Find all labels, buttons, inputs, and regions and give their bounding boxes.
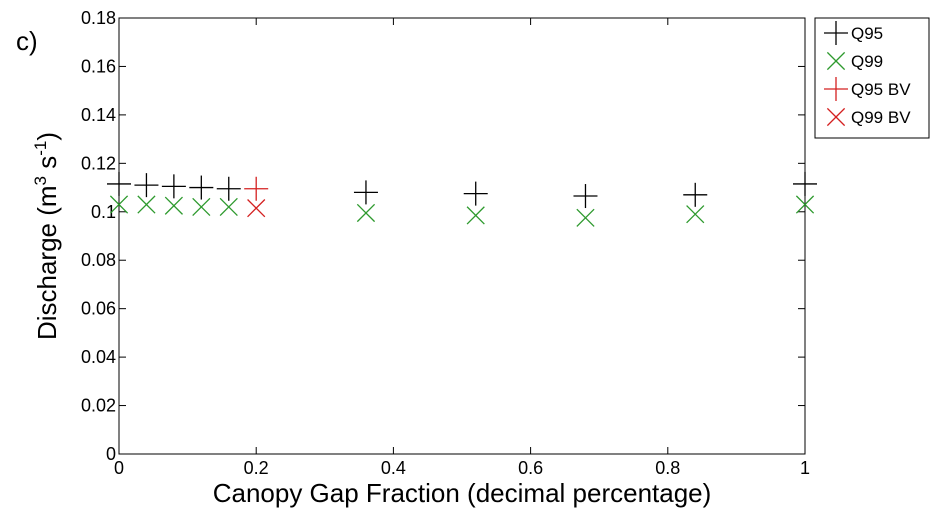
panel-label: c)	[16, 26, 38, 56]
legend: Q95 Q99 Q95 BV Q99 BV	[814, 17, 930, 139]
y-tick-label: 0.04	[81, 347, 116, 367]
y-axis-title-prefix: Discharge (m	[32, 185, 62, 340]
x-tick-label: 0.8	[655, 458, 680, 478]
y-tick-label: 0.12	[81, 153, 116, 173]
y-axis-title-sup2: -1	[31, 141, 50, 156]
point-q95	[463, 181, 488, 206]
point-q99	[356, 203, 376, 223]
y-axis-title-suffix: )	[32, 132, 62, 141]
point-q95	[683, 182, 708, 207]
x-axis-title: Canopy Gap Fraction (decimal percentage)	[213, 478, 712, 508]
x-tick-label: 0.2	[244, 458, 269, 478]
y-tick-label: 0.06	[81, 299, 116, 319]
legend-label-q99-bv: Q99 BV	[851, 108, 911, 127]
point-q95	[793, 171, 817, 196]
point-q95	[134, 173, 159, 198]
legend-marker-q95	[824, 21, 848, 45]
y-tick-label: 0.14	[81, 105, 116, 125]
x-tick-label: 0.4	[381, 458, 406, 478]
point-q99	[164, 196, 183, 215]
x-tick-label: 0	[114, 458, 124, 478]
point-q95	[161, 174, 186, 199]
y-tick-label: 0.16	[81, 56, 116, 76]
point-q95	[216, 176, 241, 201]
y-axis-title: Discharge (m3 s-1)	[31, 132, 62, 340]
y-axis: 0 0.02 0.04 0.06 0.08 0.1 0.12 0.14 0.16 0.18	[81, 8, 805, 464]
point-q99	[576, 208, 595, 227]
data-markers	[107, 171, 817, 227]
point-q99	[466, 206, 485, 225]
y-axis-title-mid: s	[32, 156, 62, 176]
point-q99	[109, 195, 129, 214]
legend-box	[814, 17, 930, 139]
legend-label-q95: Q95	[851, 24, 883, 43]
point-q95	[353, 180, 378, 205]
plot-area: 0 0.2 0.4 0.6 0.8 1 00.020.040.060.080.10.120…	[81, 8, 817, 478]
legend-label-q95-bv: Q95 BV	[851, 80, 911, 99]
legend-marker-q99	[826, 51, 846, 71]
point-q99-bv	[247, 199, 266, 218]
point-q99	[219, 197, 238, 217]
point-q99	[795, 195, 815, 214]
y-tick-label: 0	[106, 444, 116, 464]
y-tick-label: 0.02	[81, 396, 116, 416]
legend-marker-q99-bv	[826, 107, 846, 127]
y-tick-label: 0.1	[91, 202, 116, 222]
legend-marker-q95-bv	[824, 77, 848, 101]
plot-frame	[118, 17, 806, 455]
y-tick-label: 0.08	[81, 250, 116, 270]
point-q99	[192, 197, 211, 217]
legend-label-q99: Q99	[851, 52, 883, 71]
x-axis: 0 0.2 0.4 0.6 0.8 1	[114, 18, 810, 478]
y-tick-label: 0.18	[81, 8, 116, 28]
point-q95	[573, 184, 598, 209]
x-tick-label: 1	[800, 458, 810, 478]
point-q99	[137, 195, 156, 214]
y-axis-title-sup1: 3	[31, 176, 50, 185]
point-q95	[189, 175, 214, 200]
x-tick-label: 0.6	[518, 458, 543, 478]
point-q95	[107, 171, 131, 196]
point-q95-bv	[244, 176, 269, 201]
point-q99	[686, 205, 705, 224]
